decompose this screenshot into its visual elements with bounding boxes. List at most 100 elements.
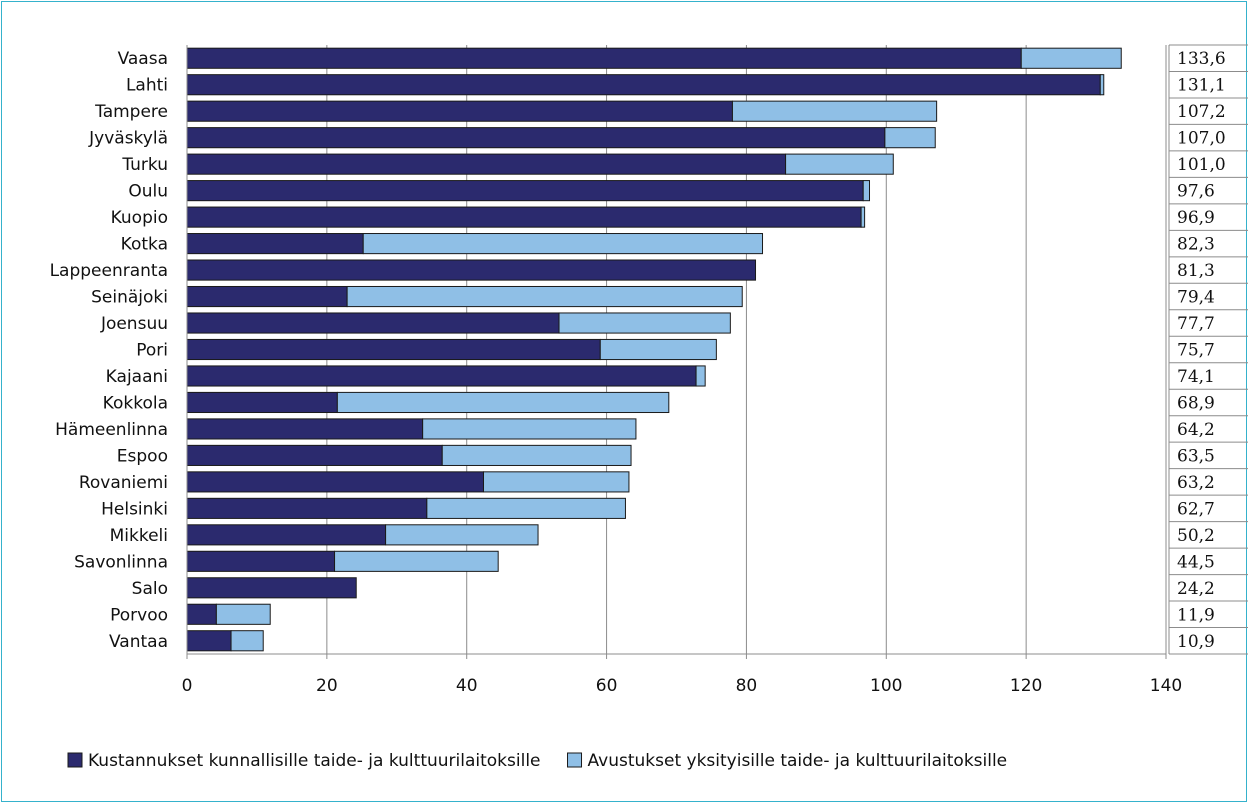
bar-segment-private: [336, 391, 670, 414]
legend-label-private: Avustukset yksityisille taide- ja kulttu…: [588, 751, 1008, 771]
bar-segment-municipal: [186, 285, 348, 308]
bar-segment-municipal: [186, 444, 443, 466]
bar-segment-private: [362, 233, 764, 255]
category-label: Pori: [136, 341, 168, 361]
total-value-label: 96,9: [1177, 208, 1215, 228]
total-value-label: 62,7: [1177, 499, 1215, 519]
total-value-label: 11,9: [1177, 605, 1215, 625]
total-value-label: 44,5: [1177, 552, 1215, 572]
bar-segment-private: [599, 338, 717, 361]
bar-segment-private: [695, 365, 706, 387]
bar-segment-private: [482, 471, 630, 493]
total-value-label: 101,0: [1177, 155, 1226, 175]
category-label: Helsinki: [101, 499, 168, 519]
category-label: Tampere: [94, 102, 168, 122]
category-label: Jyväskylä: [88, 129, 168, 149]
total-value-label: 77,7: [1177, 314, 1215, 334]
category-label: Espoo: [117, 446, 168, 466]
bar-segment-municipal: [186, 391, 338, 414]
bar-segment-private: [884, 127, 936, 149]
total-value-label: 107,0: [1177, 129, 1226, 149]
total-value-label: 74,1: [1177, 367, 1215, 387]
bar-segment-municipal: [186, 630, 232, 652]
x-tick-label: 20: [316, 676, 338, 696]
bar-segment-private: [558, 312, 731, 334]
total-value-label: 63,5: [1177, 446, 1215, 466]
category-label: Kotka: [121, 235, 168, 255]
category-label: Porvoo: [110, 605, 168, 625]
category-label: Lahti: [126, 76, 168, 96]
total-value-label: 24,2: [1177, 579, 1215, 599]
bar-segment-private: [862, 180, 871, 202]
bar-segment-municipal: [186, 100, 733, 122]
bar-segment-municipal: [186, 153, 787, 175]
total-value-label: 63,2: [1177, 473, 1215, 493]
total-value-label: 81,3: [1177, 261, 1215, 281]
total-value-label: 68,9: [1177, 393, 1215, 413]
bar-segment-municipal: [186, 471, 484, 493]
total-value-label: 97,6: [1177, 182, 1215, 202]
bar-segment-private: [860, 206, 866, 228]
bar-segment-municipal: [186, 259, 757, 281]
bar-segment-municipal: [186, 47, 1022, 69]
bar-segment-private: [731, 100, 938, 122]
bar-segment-municipal: [186, 74, 1101, 96]
bar-segment-private: [785, 153, 894, 175]
category-label: Joensuu: [100, 314, 168, 334]
x-tick-label: 40: [456, 676, 478, 696]
total-value-label: 79,4: [1177, 288, 1215, 308]
bar-segment-municipal: [186, 603, 217, 625]
bar-segment-municipal: [186, 127, 886, 149]
total-value-label: 50,2: [1177, 526, 1215, 546]
bar-segment-municipal: [186, 312, 560, 334]
legend-swatch-private: [567, 752, 583, 768]
category-label: Kuopio: [111, 208, 168, 228]
bar-segment-private: [426, 497, 626, 519]
bar-segment-private: [422, 418, 637, 440]
category-label: Hämeenlinna: [55, 420, 168, 440]
total-value-label: 10,9: [1177, 632, 1215, 652]
category-label: Kokkola: [103, 393, 168, 413]
bar-segment-private: [230, 630, 264, 652]
bar-segment-private: [346, 285, 743, 308]
category-label: Mikkeli: [110, 526, 168, 546]
category-label: Savonlinna: [74, 552, 168, 572]
bar-segment-municipal: [186, 577, 357, 599]
bar-segment-municipal: [186, 550, 336, 572]
bar-segment-municipal: [186, 180, 864, 202]
x-tick-label: 120: [1010, 676, 1042, 696]
total-value-label: 131,1: [1177, 76, 1226, 96]
bar-segment-municipal: [186, 524, 387, 546]
total-value-label: 82,3: [1177, 235, 1215, 255]
legend-label-municipal: Kustannukset kunnallisille taide- ja kul…: [88, 751, 541, 771]
category-label: Lappeenranta: [50, 261, 168, 281]
category-label: Vaasa: [118, 49, 168, 69]
bar-segment-municipal: [186, 418, 424, 440]
category-label: Kajaani: [106, 367, 168, 387]
category-label: Turku: [121, 155, 168, 175]
total-value-label: 75,7: [1177, 341, 1215, 361]
bar-segment-municipal: [186, 497, 428, 519]
category-label: Seinäjoki: [91, 288, 168, 308]
x-tick-label: 80: [736, 676, 758, 696]
bar-segment-private: [1020, 47, 1122, 69]
total-value-label: 133,6: [1177, 49, 1226, 69]
bar-segment-private: [215, 603, 271, 625]
bar-segment-municipal: [186, 338, 601, 361]
x-tick-label: 140: [1150, 676, 1182, 696]
total-value-label: 64,2: [1177, 420, 1215, 440]
bar-segment-municipal: [186, 365, 697, 387]
bar-segment-private: [385, 524, 539, 546]
bar-segment-private: [334, 550, 499, 572]
x-tick-label: 100: [870, 676, 902, 696]
bar-segment-municipal: [186, 206, 862, 228]
bar-segment-private: [1099, 74, 1105, 96]
legend-swatch-municipal: [67, 752, 83, 768]
x-tick-label: 0: [182, 676, 193, 696]
category-label: Rovaniemi: [79, 473, 168, 493]
bar-segment-private: [441, 444, 632, 466]
category-label: Vantaa: [109, 632, 168, 652]
bar-segment-municipal: [186, 233, 364, 255]
